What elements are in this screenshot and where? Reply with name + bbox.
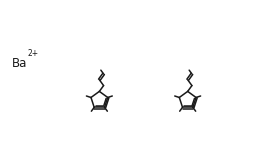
Text: 2+: 2+ (28, 49, 39, 58)
Text: Ba: Ba (12, 57, 27, 70)
